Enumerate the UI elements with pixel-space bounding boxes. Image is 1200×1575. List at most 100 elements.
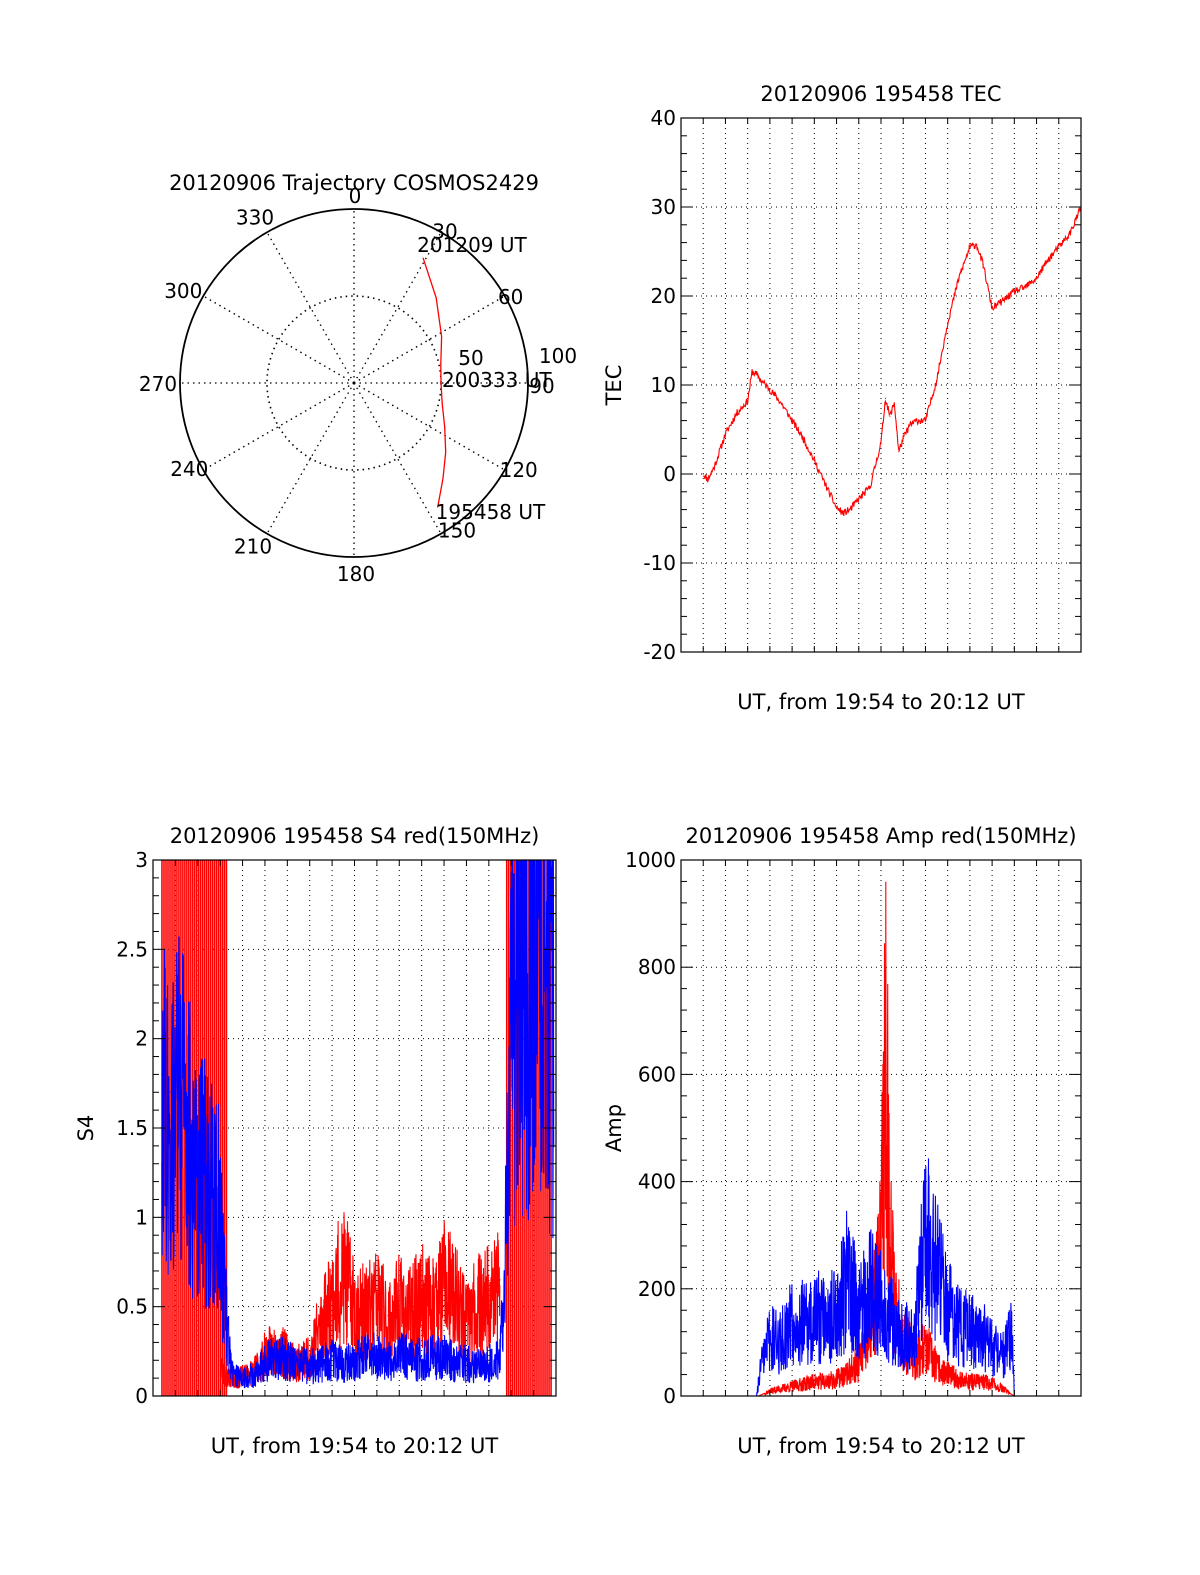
y-tick-label: 3 bbox=[135, 848, 148, 872]
data-point bbox=[755, 373, 758, 375]
data-point bbox=[477, 1297, 479, 1299]
outer-ring bbox=[179, 208, 529, 558]
data-point bbox=[499, 1279, 501, 1281]
data-point bbox=[802, 437, 804, 439]
trajectory-line bbox=[422, 257, 447, 508]
time-annotation: 201209 UT bbox=[417, 233, 527, 257]
data-point bbox=[780, 1387, 782, 1389]
data-point bbox=[376, 1350, 378, 1352]
data-point bbox=[179, 1055, 181, 1058]
y-tick-label: 10 bbox=[651, 373, 676, 397]
data-point bbox=[880, 442, 882, 444]
data-point bbox=[880, 1288, 882, 1290]
data-point bbox=[421, 1356, 423, 1358]
data-point bbox=[813, 460, 815, 462]
data-point bbox=[947, 1371, 949, 1373]
data-point bbox=[889, 415, 891, 417]
data-point bbox=[188, 1109, 190, 1111]
data-point bbox=[253, 1368, 255, 1370]
azimuth-label: 210 bbox=[234, 535, 272, 559]
azimuth-label: 270 bbox=[139, 372, 177, 396]
data-point bbox=[353, 1356, 356, 1358]
data-point bbox=[791, 1384, 793, 1386]
data-point bbox=[735, 412, 738, 415]
data-point bbox=[813, 1379, 815, 1381]
y-axis-label: TEC bbox=[602, 365, 626, 407]
data-point bbox=[241, 1373, 244, 1376]
azimuth-spoke bbox=[266, 382, 355, 535]
data-point bbox=[161, 1073, 163, 1075]
azimuth-label: 240 bbox=[170, 457, 208, 481]
data-point bbox=[286, 1356, 288, 1358]
azimuth-spoke bbox=[353, 382, 442, 535]
data-point bbox=[947, 322, 949, 324]
y-axis-label: Amp bbox=[602, 1104, 626, 1152]
y-tick-label: 400 bbox=[638, 1170, 676, 1194]
data-point bbox=[219, 1363, 221, 1365]
y-tick-label: 0 bbox=[663, 1384, 676, 1408]
data-point bbox=[724, 433, 727, 435]
data-point bbox=[387, 1356, 389, 1358]
data-point bbox=[499, 1356, 501, 1358]
data-point bbox=[835, 507, 838, 509]
data-point bbox=[215, 1181, 217, 1183]
data-point bbox=[780, 402, 782, 404]
data-point bbox=[893, 402, 895, 404]
data-point bbox=[824, 1379, 827, 1381]
data-point bbox=[747, 400, 749, 402]
azimuth-spoke bbox=[266, 231, 355, 384]
trajectory-point bbox=[445, 451, 447, 453]
y-tick-label: 600 bbox=[638, 1062, 676, 1086]
trajectory-point bbox=[435, 297, 437, 299]
data-point bbox=[847, 1261, 849, 1263]
chart-title: 20120906 195458 TEC bbox=[760, 82, 1001, 106]
data-point bbox=[980, 1379, 982, 1381]
data-point bbox=[935, 1363, 938, 1365]
data-point bbox=[488, 1288, 490, 1290]
data-point bbox=[1011, 1325, 1013, 1327]
data-point bbox=[849, 509, 851, 511]
data-point bbox=[1002, 1387, 1004, 1389]
series-red bbox=[702, 206, 1082, 516]
data-point bbox=[869, 1277, 871, 1279]
trajectory-point bbox=[444, 426, 446, 428]
amp-line-chart: 20120906 195458 Amp red(150MHz) 0 200 400 60… bbox=[602, 824, 1082, 1458]
data-point bbox=[365, 1352, 367, 1354]
data-point bbox=[320, 1359, 322, 1361]
data-point bbox=[398, 1297, 400, 1299]
data-point bbox=[342, 1261, 344, 1263]
data-point bbox=[858, 498, 860, 500]
data-point bbox=[1009, 1392, 1011, 1394]
y-tick-label: 2.5 bbox=[116, 937, 148, 961]
data-point bbox=[898, 451, 900, 453]
data-point bbox=[488, 1359, 490, 1361]
data-point bbox=[924, 420, 927, 422]
y-tick-label: 800 bbox=[638, 955, 676, 979]
azimuth-label: 90 bbox=[529, 374, 554, 398]
data-point bbox=[465, 1315, 468, 1317]
data-point bbox=[869, 486, 871, 488]
data-point bbox=[884, 397, 887, 399]
data-point bbox=[780, 1336, 782, 1338]
data-point bbox=[1002, 1347, 1004, 1349]
data-point bbox=[1035, 277, 1038, 279]
data-point bbox=[206, 1163, 208, 1165]
data-point bbox=[230, 1368, 232, 1370]
data-point bbox=[376, 1288, 378, 1290]
data-point bbox=[506, 1181, 508, 1183]
data-point bbox=[969, 1379, 971, 1381]
chart-title: 20120906 195458 Amp red(150MHz) bbox=[685, 824, 1076, 848]
trajectory-point bbox=[440, 382, 442, 384]
azimuth-label: 150 bbox=[438, 519, 476, 543]
trajectory-point bbox=[437, 506, 439, 508]
data-point bbox=[991, 307, 993, 310]
s4-line-chart: 20120906 195458 S4 red(150MHz) 0 0.5 1 1.5 2 2… bbox=[74, 824, 557, 1458]
data-point bbox=[824, 1298, 827, 1301]
trajectory-point bbox=[440, 335, 443, 338]
data-point bbox=[421, 1288, 423, 1290]
data-point bbox=[512, 948, 515, 950]
azimuth-spoke bbox=[353, 295, 506, 384]
azimuth-spoke bbox=[353, 231, 442, 384]
data-point bbox=[297, 1359, 300, 1361]
